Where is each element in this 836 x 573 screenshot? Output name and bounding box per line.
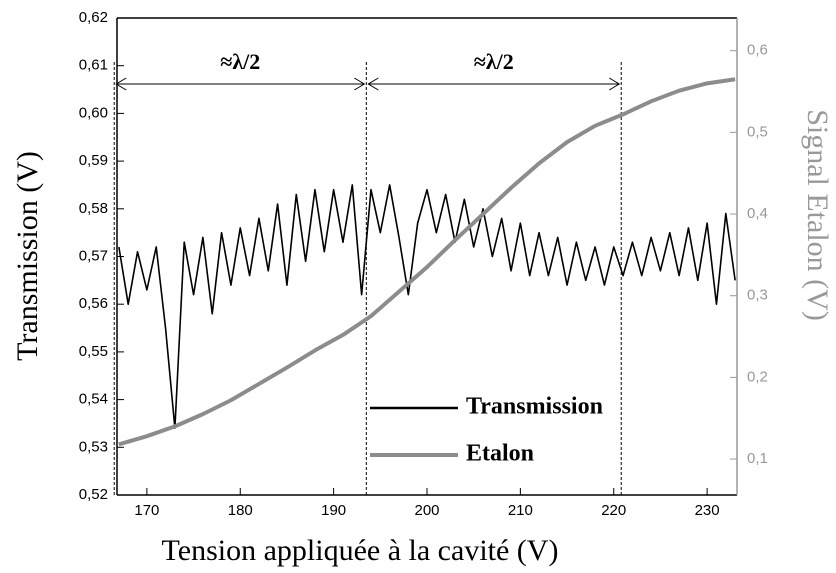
x-tick-label: 210 xyxy=(508,502,533,519)
y2-tick-label: 0,4 xyxy=(747,205,768,222)
y2-axis-label: Signal Etalon (V) xyxy=(801,109,834,321)
x-tick-label: 190 xyxy=(321,502,346,519)
y-tick-label: 0,53 xyxy=(79,438,108,455)
x-tick-label: 170 xyxy=(134,502,159,519)
y-tick-label: 0,60 xyxy=(79,104,108,121)
x-tick-label: 220 xyxy=(601,502,626,519)
arrow-head xyxy=(608,77,621,91)
x-tick-label: 180 xyxy=(228,502,253,519)
y-tick-label: 0,54 xyxy=(79,391,108,408)
y2-tick-label: 0,3 xyxy=(747,287,768,304)
arrow-head xyxy=(115,77,127,91)
y-tick-label: 0,57 xyxy=(79,247,108,264)
x-tick-label: 230 xyxy=(695,502,720,519)
y2-tick-label: 0,1 xyxy=(747,450,768,467)
annotation: ≈λ/2 xyxy=(220,49,260,74)
y2-tick-label: 0,2 xyxy=(747,368,768,385)
y-tick-label: 0,55 xyxy=(79,343,108,360)
y-tick-label: 0,62 xyxy=(79,9,108,26)
data-line xyxy=(118,77,736,447)
y-tick-label: 0,59 xyxy=(79,152,108,169)
y2-tick-label: 0,6 xyxy=(747,42,768,59)
annotation: ≈λ/2 xyxy=(474,49,514,74)
legend-label: Etalon xyxy=(466,441,534,467)
y-tick-label: 0,61 xyxy=(79,57,108,74)
arrow-head xyxy=(354,77,366,91)
y-tick-label: 0,58 xyxy=(79,200,108,217)
x-axis-label: Tension appliquée à la cavité (V) xyxy=(162,534,559,567)
data-line xyxy=(118,184,736,430)
y-tick-label: 0,52 xyxy=(79,486,108,503)
y-axis-label: Transmission (V) xyxy=(11,151,44,361)
y-tick-label: 0,56 xyxy=(79,295,108,312)
x-tick-label: 200 xyxy=(414,502,439,519)
arrow-head xyxy=(367,77,379,91)
y2-tick-label: 0,5 xyxy=(747,123,768,140)
legend-label: Transmission xyxy=(466,394,603,420)
